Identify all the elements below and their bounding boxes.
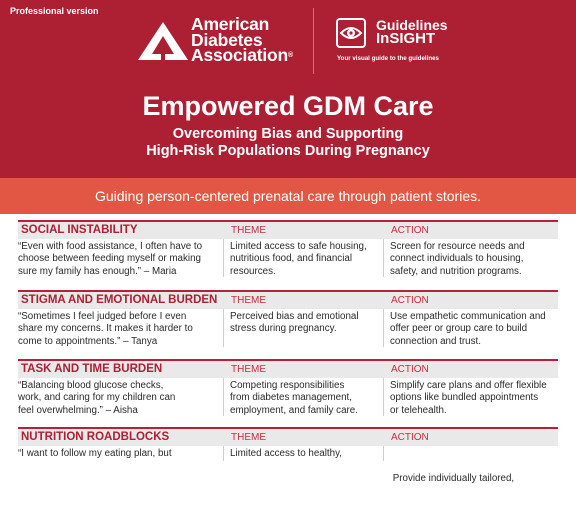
action-text: Use empathetic communication and offer p… (390, 311, 558, 348)
theme-column-label: THEME (231, 364, 266, 375)
theme-line: from diabetes management, (230, 392, 352, 404)
tagline-banner: Guiding person-centered prenatal care th… (0, 178, 576, 214)
quote-line: come to appointments.” – Tanya (18, 335, 158, 347)
section-nutrition-roadblocks: NUTRITION ROADBLOCKS THEME ACTION “I wan… (18, 427, 558, 484)
section-title: SOCIAL INSTABILITY (21, 224, 138, 236)
column-divider (223, 239, 224, 277)
action-line: Use empathetic communication and (390, 311, 546, 322)
column-divider (223, 378, 224, 416)
quote-line: “I want to follow my eating plan, but (18, 448, 172, 459)
theme-line: nutritious food, and financial (230, 253, 352, 265)
column-divider (383, 239, 384, 277)
ada-wordmark-line: Association® (191, 45, 293, 65)
page-subtitle: Overcoming Bias and Supporting High-Risk… (0, 126, 576, 160)
action-line: connection and trust. (390, 335, 481, 347)
column-divider (383, 309, 384, 347)
action-line: offer peer or group care to build (390, 323, 528, 335)
theme-text: Limited access to healthy, (230, 448, 380, 460)
header: Professional version American Diabetes A… (0, 0, 576, 178)
guidelines-insight-brand: Guidelines InSIGHT (376, 18, 448, 46)
ada-wordmark-line: Diabetes (191, 29, 263, 50)
section-header: TASK AND TIME BURDEN THEME ACTION (18, 359, 558, 378)
subtitle-line: High-Risk Populations During Pregnancy (146, 143, 430, 159)
quote-line: “Balancing blood glucose checks, (18, 380, 164, 391)
section-stigma-emotional-burden: STIGMA AND EMOTIONAL BURDEN THEME ACTION… (18, 290, 558, 358)
action-text: Screen for resource needs and connect in… (390, 241, 558, 278)
theme-text: Perceived bias and emotional stress duri… (230, 311, 380, 336)
action-line: safety, and nutrition programs. (390, 265, 522, 277)
theme-line: Competing responsibilities (230, 380, 345, 391)
brand-line: Guidelines (376, 17, 448, 33)
action-line: Screen for resource needs and (390, 241, 525, 252)
quote-line: “Even with food assistance, I often have… (18, 241, 203, 252)
action-column-label: ACTION (391, 364, 429, 375)
section-task-time-burden: TASK AND TIME BURDEN THEME ACTION “Balan… (18, 359, 558, 425)
theme-column-label: THEME (231, 225, 266, 236)
theme-column-label: THEME (231, 295, 266, 306)
theme-line: employment, and family care. (230, 404, 358, 416)
action-line: connect individuals to housing, (390, 253, 524, 265)
eye-icon (336, 18, 366, 48)
quote-line: sure my family has enough.” – Maria (18, 265, 177, 277)
version-label: Professional version (10, 6, 99, 16)
theme-text: Limited access to safe housing, nutritio… (230, 241, 380, 278)
patient-quote: “Sometimes I feel judged before I even s… (18, 311, 216, 348)
column-divider (383, 378, 384, 416)
page-title: Empowered GDM Care (142, 91, 434, 121)
action-line: or telehealth. (390, 404, 447, 416)
quote-line: feel overwhelming.” – Aisha (18, 404, 138, 416)
section-title: STIGMA AND EMOTIONAL BURDEN (21, 294, 218, 306)
quote-line: work, and caring for my children can (18, 392, 176, 404)
quote-line: choose between feeding myself or making (18, 253, 201, 265)
patient-quote: “Balancing blood glucose checks, work, a… (18, 380, 216, 417)
quote-line: share my concerns. It makes it harder to (18, 323, 193, 335)
patient-quote: “Even with food assistance, I often have… (18, 241, 216, 278)
logo-divider (313, 8, 314, 74)
section-header: SOCIAL INSTABILITY THEME ACTION (18, 220, 558, 239)
theme-line: Limited access to safe housing, (230, 241, 367, 252)
action-line: Provide individually tailored, (390, 472, 515, 484)
column-divider (223, 446, 224, 461)
guidelines-tagline: Your visual guide to the guidelines (337, 55, 439, 62)
ada-wordmark-line: American (191, 14, 270, 34)
action-text: Provide individually tailored, (390, 448, 558, 509)
action-line: options like bundled appointments (390, 392, 539, 404)
action-column-label: ACTION (391, 432, 429, 443)
quote-line: “Sometimes I feel judged before I even (18, 311, 187, 322)
subtitle-line: Overcoming Bias and Supporting (172, 126, 404, 142)
action-column-label: ACTION (391, 225, 429, 236)
section-title: TASK AND TIME BURDEN (21, 363, 163, 375)
theme-text: Competing responsibilities from diabetes… (230, 380, 380, 417)
column-divider (383, 446, 384, 461)
action-line: Simplify care plans and offer flexible (390, 380, 547, 391)
section-social-instability: SOCIAL INSTABILITY THEME ACTION “Even wi… (18, 220, 558, 290)
theme-line: stress during pregnancy. (230, 323, 337, 335)
theme-column-label: THEME (231, 432, 266, 443)
patient-quote: “I want to follow my eating plan, but (18, 448, 216, 460)
theme-line: Perceived bias and emotional (230, 311, 359, 322)
section-header: STIGMA AND EMOTIONAL BURDEN THEME ACTION (18, 290, 558, 309)
action-text: Simplify care plans and offer flexible o… (390, 380, 558, 417)
section-header: NUTRITION ROADBLOCKS THEME ACTION (18, 427, 558, 446)
section-title: NUTRITION ROADBLOCKS (21, 431, 170, 443)
theme-line: resources. (230, 265, 276, 277)
column-divider (223, 309, 224, 347)
ada-wordmark-word: Association (191, 45, 288, 65)
ada-wordmark: American Diabetes Association® (191, 14, 293, 65)
ada-logo-icon (138, 22, 188, 60)
theme-line: Limited access to healthy, (230, 448, 342, 459)
brand-line: InSIGHT (376, 30, 436, 47)
action-column-label: ACTION (391, 295, 429, 306)
registered-mark: ® (288, 52, 293, 59)
